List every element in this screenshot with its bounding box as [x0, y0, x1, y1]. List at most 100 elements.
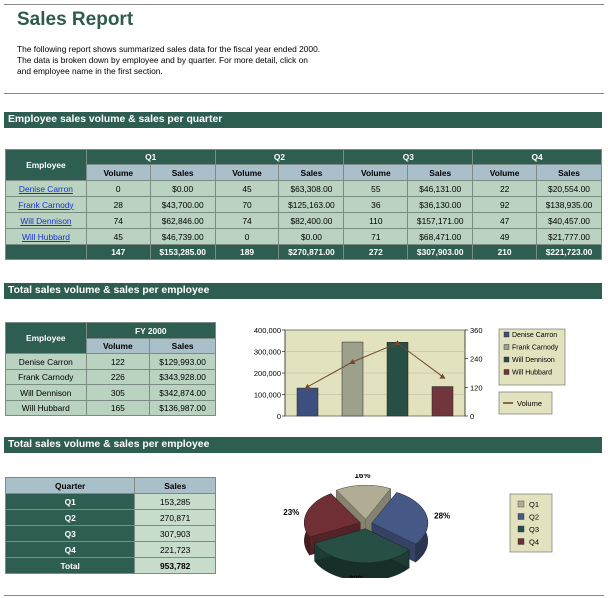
- table-cell: $136,987.00: [149, 400, 216, 416]
- table-cell: 307,903: [134, 525, 216, 542]
- sales-header: Sales: [536, 164, 602, 181]
- total-cell: $153,285.00: [149, 244, 216, 260]
- section-header-quarter-totals: Total sales volume & sales per employee: [4, 437, 602, 453]
- chart-y-axis: 0 100,000 200,000 300,000 400,000: [254, 326, 285, 421]
- table-row: Will Hubbard 165 $136,987.00: [5, 400, 216, 416]
- y-tick-label: 300,000: [254, 348, 281, 357]
- table-row: Frank Carnody 226 $343,928.00: [5, 369, 216, 385]
- quarter-header: Q4: [472, 149, 602, 165]
- employee-cell: Will Dennison: [5, 384, 87, 401]
- table-cell: $40,457.00: [536, 212, 602, 229]
- section-header-employee: Total sales volume & sales per employee: [4, 283, 602, 299]
- totals-label-cell: [5, 244, 87, 260]
- volume-header: Volume: [85, 338, 151, 354]
- total-cell: 272: [343, 244, 409, 260]
- table-cell: 226: [85, 369, 151, 385]
- legend-swatch: [517, 500, 525, 508]
- total-cell: $307,903.00: [407, 244, 474, 260]
- intro-divider: [4, 93, 604, 94]
- legend-label: Frank Carnody: [512, 345, 559, 352]
- volume-header: Volume: [472, 164, 538, 181]
- totals-row: Total 953,782: [4, 557, 216, 574]
- chart-y2-axis: 0 120 240 360: [465, 326, 483, 421]
- table-cell: 70: [214, 196, 280, 213]
- volume-line: [307, 342, 443, 388]
- table-cell: $46,131.00: [407, 180, 474, 197]
- table-row: Q4 221,723: [4, 541, 216, 558]
- chart-legend: Denise Carron Frank Carnody Will Dennison W…: [498, 328, 566, 415]
- employee-cell: Will Hubbard: [5, 228, 87, 245]
- total-cell: $221,723.00: [536, 244, 602, 260]
- employee-cell: Will Hubbard: [5, 400, 87, 416]
- table-row: Q3 307,903: [4, 525, 216, 542]
- table-cell: $343,928.00: [149, 369, 216, 385]
- pie-legend: Q1 Q2 Q3 Q4: [509, 493, 553, 553]
- quarter-header: Quarter: [4, 477, 136, 494]
- table-row: Denise Carron 122 $129,993.00: [5, 353, 216, 370]
- quarter-header: Q2: [214, 149, 345, 165]
- table-row: Denise Carron 0 $0.00 45 $63,308.00 55 $…: [5, 180, 602, 197]
- employee-link-will-dennison[interactable]: Will Dennison: [20, 215, 72, 226]
- y2-tick-label: 360: [470, 326, 483, 335]
- employee-link-frank-carnody[interactable]: Frank Carnody: [18, 199, 74, 210]
- pie-label-q1: 16%: [354, 474, 370, 480]
- sales-header: Sales: [149, 164, 216, 181]
- table-row: Frank Carnody 28 $43,700.00 70 $125,163.…: [5, 196, 602, 213]
- total-cell: 953,782: [134, 557, 216, 574]
- pie-label-q4: 23%: [283, 508, 299, 517]
- table-cell: 55: [343, 180, 409, 197]
- sales-header: Sales: [278, 164, 345, 181]
- volume-point: [394, 340, 401, 346]
- table-cell: 0: [214, 228, 280, 245]
- employee-sales-bar-chart: 0 100,000 200,000 300,000 400,000 0 120 240 360…: [254, 326, 566, 421]
- quarter-sales-pie-chart: 16% 28% 32% 23% Q1 Q2 Q3 Q4: [283, 474, 553, 578]
- legend-label: Q4: [529, 538, 539, 547]
- table-cell: 47: [472, 212, 538, 229]
- table-cell: 270,871: [134, 509, 216, 526]
- sales-header: Sales: [407, 164, 474, 181]
- employee-cell: Frank Carnody: [5, 196, 87, 213]
- table-row: Will Dennison 305 $342,874.00: [5, 384, 216, 401]
- legend-label: Will Hubbard: [512, 370, 552, 377]
- employee-link-will-hubbard[interactable]: Will Hubbard: [21, 231, 70, 242]
- employee-link-denise-carron[interactable]: Denise Carron: [18, 183, 73, 194]
- table-cell: $0.00: [149, 180, 216, 197]
- y2-tick-label: 0: [470, 412, 474, 421]
- legend-label: Will Dennison: [512, 357, 555, 364]
- y-tick-label: 100,000: [254, 391, 281, 400]
- y-tick-label: 200,000: [254, 369, 281, 378]
- bar-denise-carron: [296, 387, 319, 417]
- section-header-quarterly: Employee sales volume & sales per quarte…: [4, 112, 602, 128]
- table-cell: 74: [85, 212, 151, 229]
- y-tick-label: 0: [277, 412, 281, 421]
- table-cell: 36: [343, 196, 409, 213]
- table-cell: $21,777.00: [536, 228, 602, 245]
- table-cell: 92: [472, 196, 538, 213]
- table-cell: 74: [214, 212, 280, 229]
- table-cell: 0: [85, 180, 151, 197]
- legend-swatch: [517, 525, 525, 533]
- sales-header: Sales: [134, 477, 216, 494]
- employee-header: Employee: [5, 149, 87, 181]
- y2-tick-label: 120: [470, 383, 483, 392]
- table-cell: 153,285: [134, 493, 216, 510]
- table-cell: 221,723: [134, 541, 216, 558]
- chart-volume-line: [304, 340, 446, 389]
- table-cell: $46,739.00: [149, 228, 216, 245]
- table-cell: $138,935.00: [536, 196, 602, 213]
- employee-header: Employee: [5, 322, 87, 354]
- legend-volume-label: Volume: [517, 399, 542, 408]
- table-cell: $342,874.00: [149, 384, 216, 401]
- pie-label-q3: 32%: [349, 575, 365, 578]
- intro-line: The following report shows summarized sa…: [17, 44, 321, 54]
- table-cell: 110: [343, 212, 409, 229]
- quarter-sales-table: Quarter Sales Q1 153,285 Q2 270,871 Q3 3…: [4, 477, 216, 574]
- totals-row: 147 $153,285.00 189 $270,871.00 272 $307…: [5, 244, 602, 260]
- quarter-label: Q4: [4, 541, 136, 558]
- table-cell: 305: [85, 384, 151, 401]
- volume-header: Volume: [214, 164, 280, 181]
- fy-sales-table: Employee FY 2000 Volume Sales Denise Car…: [5, 322, 217, 416]
- table-cell: $63,308.00: [278, 180, 345, 197]
- table-cell: $125,163.00: [278, 196, 345, 213]
- bar-will-dennison: [386, 342, 409, 417]
